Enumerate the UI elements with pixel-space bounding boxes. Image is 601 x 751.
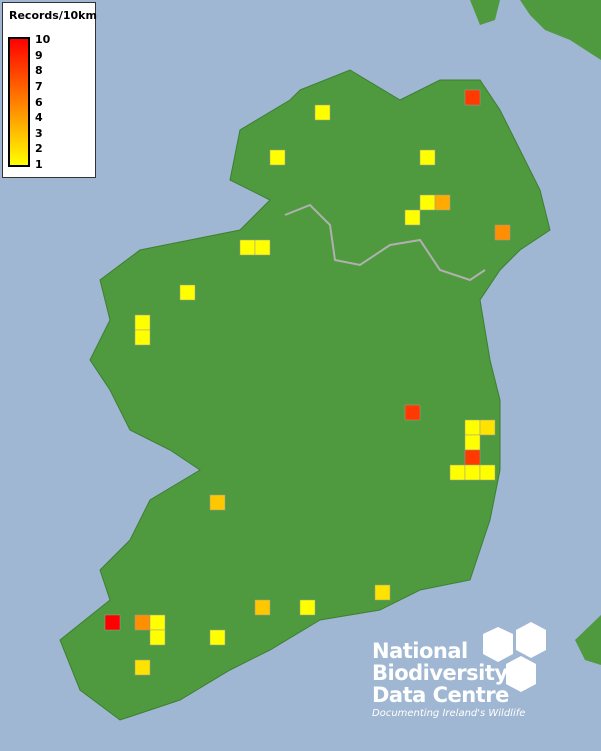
- logo-hexagons-icon: [483, 622, 546, 692]
- record-square: [449, 464, 466, 481]
- legend-color-ramp: [8, 37, 30, 167]
- record-square: [239, 239, 256, 256]
- record-square: [254, 239, 271, 256]
- ireland-landmass: [59, 69, 551, 721]
- logo-line1: National: [372, 639, 468, 663]
- record-square: [134, 659, 151, 676]
- record-square: [134, 329, 151, 346]
- legend-tick: 2: [35, 142, 43, 156]
- logo-tagline: Documenting Ireland's Wildlife: [372, 708, 526, 719]
- legend-tick: 3: [35, 126, 43, 140]
- border-line: [284, 203, 486, 282]
- record-square: [404, 209, 421, 226]
- record-square: [134, 614, 151, 631]
- record-square: [254, 599, 271, 616]
- record-square: [149, 614, 166, 631]
- record-square: [149, 629, 166, 646]
- record-square: [314, 104, 331, 121]
- record-square: [464, 464, 481, 481]
- record-square: [179, 284, 196, 301]
- record-square: [419, 149, 436, 166]
- legend-tick: 6: [35, 95, 43, 109]
- legend-tick: 4: [35, 111, 43, 125]
- record-square: [269, 149, 286, 166]
- record-square: [464, 419, 481, 436]
- record-square: [374, 584, 391, 601]
- record-square: [209, 494, 226, 511]
- record-square: [464, 449, 481, 466]
- record-square: [464, 434, 481, 451]
- legend: Records/10km 10 9 8 7 6 4 3 2 1: [2, 2, 97, 178]
- scotland-island: [470, 0, 500, 25]
- record-square: [299, 599, 316, 616]
- record-square: [404, 404, 421, 421]
- record-squares: [104, 89, 511, 676]
- legend-title: Records/10km: [9, 9, 97, 22]
- record-square: [209, 629, 226, 646]
- record-square: [419, 194, 436, 211]
- legend-ticks: 10 9 8 7 6 4 3 2 1: [35, 33, 50, 171]
- logo-line3: Data Centre: [372, 683, 509, 707]
- record-square: [479, 419, 496, 436]
- logo-line2: Biodiversity: [372, 661, 508, 685]
- record-square: [479, 464, 496, 481]
- record-square: [134, 314, 151, 331]
- legend-tick: 7: [35, 79, 43, 93]
- scotland-landmass: [520, 0, 601, 60]
- record-square: [494, 224, 511, 241]
- legend-tick: 10: [35, 33, 51, 46]
- record-square: [104, 614, 121, 631]
- record-square: [434, 194, 451, 211]
- wales-landmass: [575, 615, 601, 665]
- nbdc-logo: National Biodiversity Data Centre Docume…: [372, 640, 525, 719]
- legend-tick: 8: [35, 64, 43, 78]
- legend-tick: 9: [35, 48, 43, 62]
- record-square: [464, 89, 481, 106]
- legend-tick: 1: [35, 158, 43, 171]
